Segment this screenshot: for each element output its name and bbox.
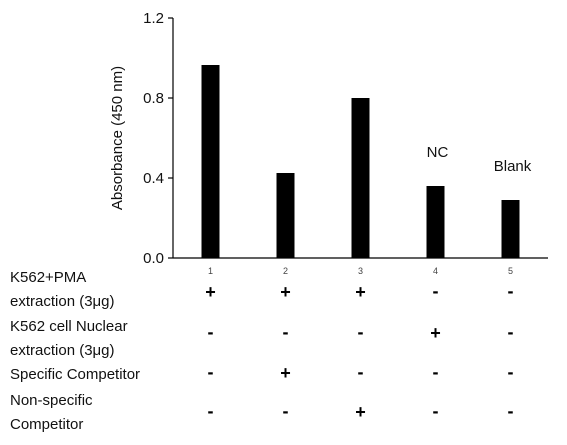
minus-sign: - bbox=[358, 322, 364, 342]
minus-sign: - bbox=[508, 322, 514, 342]
minus-sign: - bbox=[283, 401, 289, 421]
minus-sign: - bbox=[508, 281, 514, 301]
bar-4 bbox=[426, 186, 445, 258]
bar-annotation: Blank bbox=[494, 158, 532, 175]
x-tick-label: 5 bbox=[508, 266, 513, 276]
condition-table: K562+PMA extraction (3μg) + + + - - K562 cell N… bbox=[10, 269, 514, 433]
minus-sign: - bbox=[283, 322, 289, 342]
plus-sign: + bbox=[355, 282, 366, 302]
minus-sign: - bbox=[208, 362, 214, 382]
x-tick-label: 3 bbox=[358, 266, 363, 276]
minus-sign: - bbox=[433, 362, 439, 382]
y-axis-title: Absorbance (450 nm) bbox=[109, 66, 126, 210]
condition-label: Non-specific bbox=[10, 392, 93, 409]
x-tick-label: 1 bbox=[208, 266, 213, 276]
minus-sign: - bbox=[433, 401, 439, 421]
bar-5 bbox=[501, 200, 520, 258]
condition-label: K562 cell Nuclear bbox=[10, 318, 128, 335]
bar-1 bbox=[201, 65, 220, 258]
minus-sign: - bbox=[508, 401, 514, 421]
plus-sign: + bbox=[280, 282, 291, 302]
minus-sign: - bbox=[208, 401, 214, 421]
bar-3 bbox=[351, 98, 370, 258]
plus-sign: + bbox=[355, 402, 366, 422]
condition-label: Specific Competitor bbox=[10, 366, 140, 383]
plot-area: 0.0 0.4 0.8 1.2 Absorbance (450 nm) 1 2 3 4 5 NC Bl… bbox=[109, 10, 548, 276]
condition-label: K562+PMA bbox=[10, 269, 86, 286]
minus-sign: - bbox=[358, 362, 364, 382]
minus-sign: - bbox=[508, 362, 514, 382]
condition-label: Competitor bbox=[10, 416, 83, 433]
x-tick-label: 4 bbox=[433, 266, 438, 276]
y-tick-label: 0.4 bbox=[143, 170, 164, 187]
y-tick-label: 0.8 bbox=[143, 90, 164, 107]
condition-label: extraction (3μg) bbox=[10, 342, 115, 359]
y-tick-label: 1.2 bbox=[143, 10, 164, 27]
bar-2 bbox=[276, 173, 295, 258]
condition-label: extraction (3μg) bbox=[10, 293, 115, 310]
minus-sign: - bbox=[433, 281, 439, 301]
plus-sign: + bbox=[430, 323, 441, 343]
bar-annotation: NC bbox=[427, 144, 449, 161]
plus-sign: + bbox=[205, 282, 216, 302]
x-tick-label: 2 bbox=[283, 266, 288, 276]
minus-sign: - bbox=[208, 322, 214, 342]
y-tick-label: 0.0 bbox=[143, 250, 164, 267]
plus-sign: + bbox=[280, 363, 291, 383]
